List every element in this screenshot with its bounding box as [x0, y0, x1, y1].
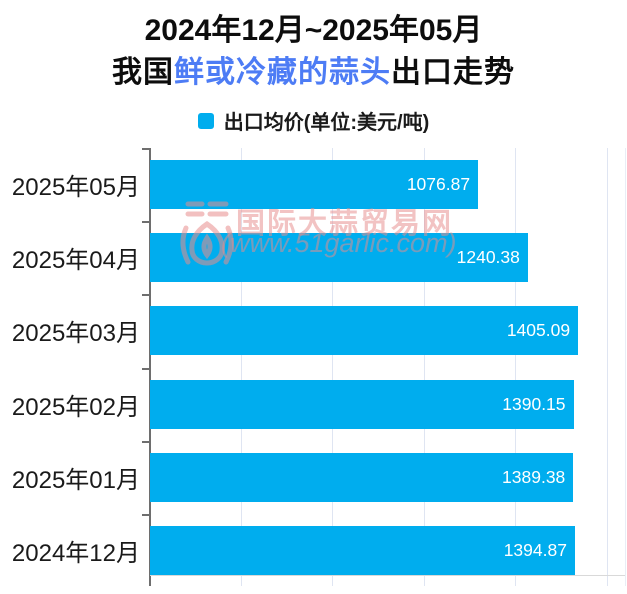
category-label: 2025年03月	[11, 320, 140, 348]
bar-value-label: 1390.15	[502, 393, 566, 414]
bar[interactable]: 1240.38	[150, 233, 528, 283]
bar-value-label: 1240.38	[456, 247, 520, 268]
bar[interactable]: 1394.87	[150, 525, 575, 575]
legend[interactable]: 出口均价(单位:美元/吨)	[0, 106, 627, 135]
y-axis-line	[149, 148, 151, 586]
bar[interactable]: 1389.38	[150, 452, 574, 502]
y-axis-tick	[142, 294, 150, 297]
grid-line	[423, 148, 425, 586]
y-axis-tick	[142, 148, 150, 150]
bar-value-label: 1394.87	[503, 539, 567, 560]
category-label: 2025年01月	[11, 466, 140, 494]
bar[interactable]: 1390.15	[150, 379, 574, 429]
category-label: 2025年02月	[11, 393, 140, 421]
y-axis-tick	[142, 513, 150, 516]
grid-line	[332, 148, 334, 586]
y-axis-tick	[142, 221, 150, 224]
chart-title-line1: 2024年12月~2025年05月	[144, 14, 483, 47]
x-axis-line	[150, 575, 625, 576]
title-suffix: 出口走势	[391, 56, 515, 89]
category-label: 2025年04月	[11, 247, 140, 275]
grid-line	[606, 148, 608, 586]
legend-swatch-icon	[197, 112, 214, 129]
title-prefix: 我国	[112, 56, 174, 89]
y-axis-tick	[142, 367, 150, 370]
bar-value-label: 1389.38	[502, 466, 566, 487]
category-label: 2025年05月	[11, 174, 140, 201]
title-highlight: 鲜或冷藏的蒜头	[174, 56, 391, 89]
bar[interactable]: 1405.09	[150, 306, 579, 356]
grid-line	[240, 148, 242, 586]
y-axis-tick	[142, 440, 150, 443]
chart-title-line2: 我国鲜或冷藏的蒜头出口走势	[0, 47, 627, 91]
category-label: 2024年12月	[11, 539, 140, 567]
bar[interactable]: 1076.87	[150, 160, 479, 209]
legend-label: 出口均价(单位:美元/吨)	[223, 112, 430, 134]
plot-right-border	[625, 148, 626, 586]
grid-line	[515, 148, 517, 586]
bar-value-label: 1076.87	[406, 174, 471, 194]
bar-value-label: 1405.09	[506, 320, 571, 341]
